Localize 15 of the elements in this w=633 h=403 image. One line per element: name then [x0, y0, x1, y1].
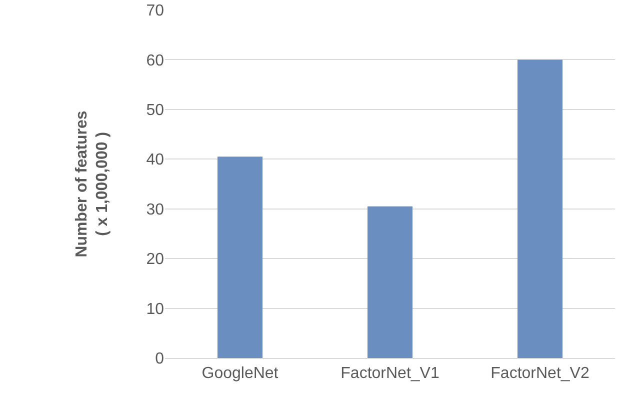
x-tick-label: GoogleNet [202, 365, 279, 382]
y-tick-label: 30 [146, 201, 164, 218]
y-tick-label: 50 [146, 102, 164, 120]
y-axis-title: Number of features ( x 1,000,000 ) [73, 110, 112, 258]
y-tick-label: 20 [146, 251, 164, 268]
bar [368, 206, 412, 358]
bar [518, 60, 562, 358]
x-tick-label: FactorNet_V1 [340, 365, 440, 382]
y-tick-label: 40 [146, 152, 164, 169]
x-tick-label: FactorNet_V2 [490, 365, 590, 382]
bar [218, 156, 262, 358]
y-tick-label: 60 [146, 52, 164, 70]
y-tick-label: 70 [146, 2, 164, 20]
y-tick-label: 10 [146, 300, 164, 318]
y-tick-label: 0 [155, 350, 164, 368]
